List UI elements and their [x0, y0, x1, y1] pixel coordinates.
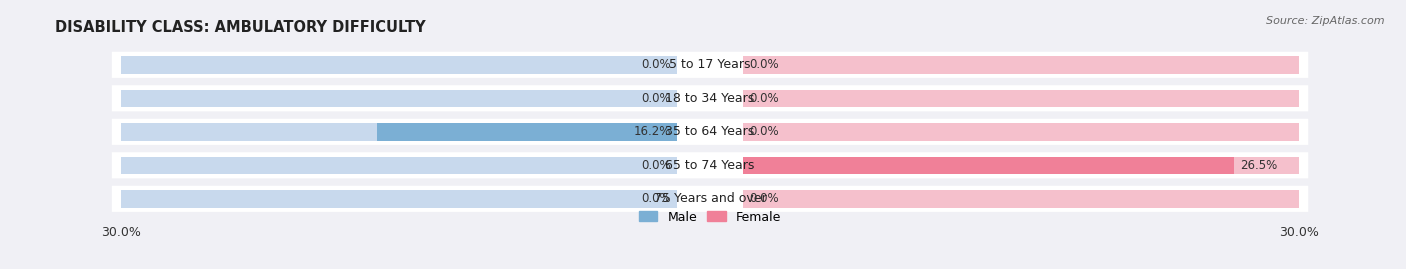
FancyBboxPatch shape — [112, 85, 1308, 111]
Text: 0.0%: 0.0% — [749, 58, 779, 71]
FancyBboxPatch shape — [112, 52, 1308, 78]
Bar — [121, 90, 676, 107]
Bar — [744, 90, 1299, 107]
Text: 26.5%: 26.5% — [1240, 159, 1277, 172]
Text: 0.0%: 0.0% — [749, 125, 779, 138]
Bar — [121, 190, 676, 207]
Text: 0.0%: 0.0% — [749, 92, 779, 105]
Text: 35 to 64 Years: 35 to 64 Years — [665, 125, 755, 138]
Text: 0.0%: 0.0% — [641, 92, 671, 105]
Bar — [744, 157, 1234, 174]
Bar — [744, 157, 1299, 174]
Text: 0.0%: 0.0% — [641, 58, 671, 71]
Text: 5 to 17 Years: 5 to 17 Years — [669, 58, 751, 71]
FancyBboxPatch shape — [112, 186, 1308, 212]
Text: 65 to 74 Years: 65 to 74 Years — [665, 159, 755, 172]
Bar — [744, 56, 1299, 73]
Text: 0.0%: 0.0% — [641, 159, 671, 172]
FancyBboxPatch shape — [112, 119, 1308, 145]
Bar — [377, 123, 676, 140]
Text: 75 Years and over: 75 Years and over — [654, 192, 766, 205]
Bar — [121, 56, 676, 73]
Text: 16.2%: 16.2% — [634, 125, 671, 138]
Text: 0.0%: 0.0% — [641, 192, 671, 205]
Text: 18 to 34 Years: 18 to 34 Years — [665, 92, 755, 105]
Bar — [744, 190, 1299, 207]
Text: DISABILITY CLASS: AMBULATORY DIFFICULTY: DISABILITY CLASS: AMBULATORY DIFFICULTY — [55, 20, 426, 35]
Bar — [744, 123, 1299, 140]
Bar — [121, 123, 676, 140]
Text: 0.0%: 0.0% — [749, 192, 779, 205]
Text: Source: ZipAtlas.com: Source: ZipAtlas.com — [1267, 16, 1385, 26]
FancyBboxPatch shape — [112, 152, 1308, 178]
Bar — [121, 157, 676, 174]
Legend: Male, Female: Male, Female — [634, 206, 786, 229]
